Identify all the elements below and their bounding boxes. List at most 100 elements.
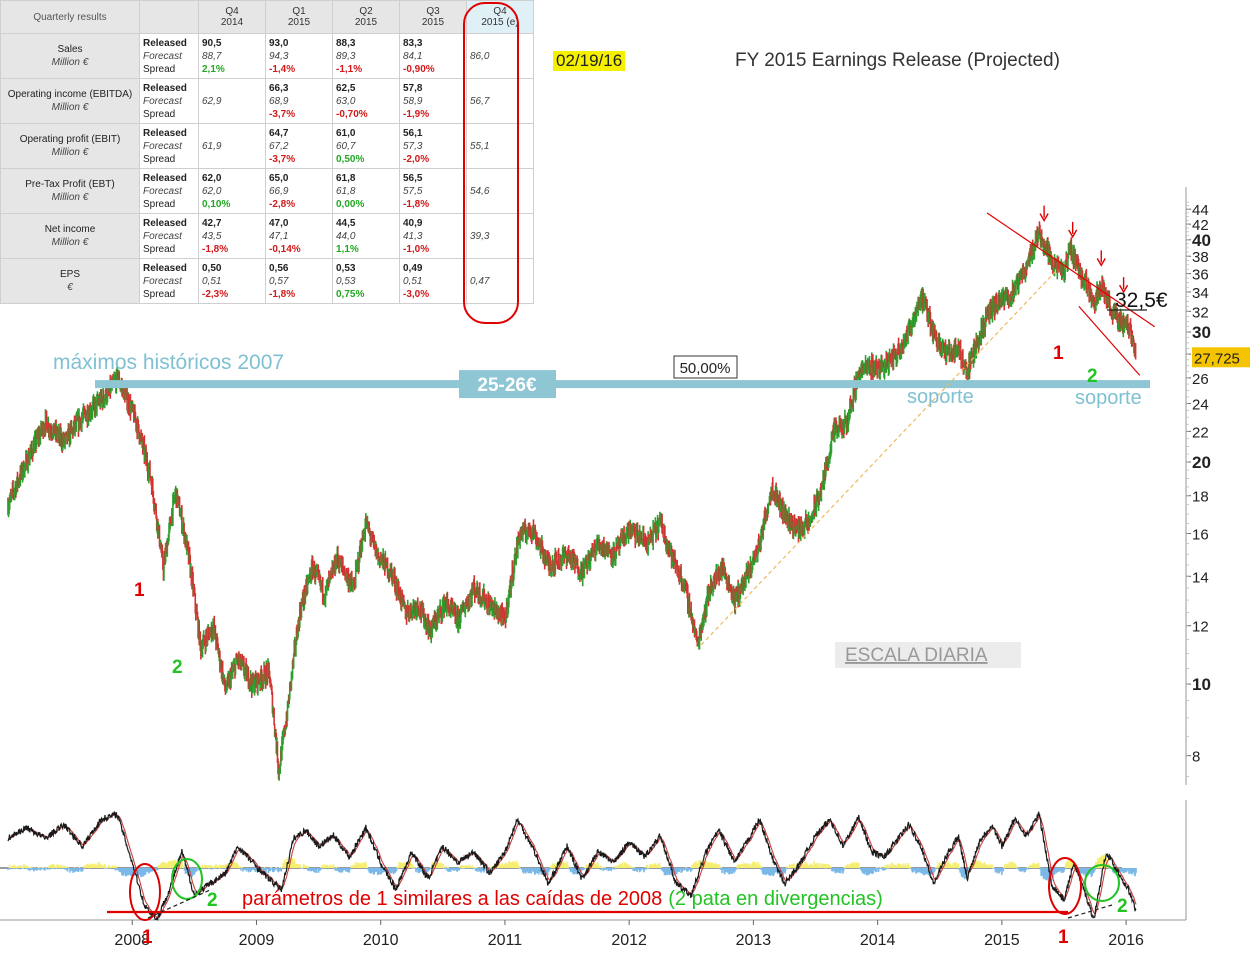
scale-label: ESCALA DIARIA	[845, 645, 988, 666]
spread-value: -1,8%	[403, 198, 430, 210]
y-tick-label: 18	[1192, 489, 1209, 506]
row-kind-label: Released	[143, 37, 187, 49]
price-tag	[1192, 347, 1250, 368]
zone-label-box	[459, 370, 556, 399]
value-cell: 57,8 58,9 -1,9%	[399, 78, 467, 124]
forecast-value: 61,9	[202, 140, 222, 152]
row-kind-label: Forecast	[143, 50, 182, 62]
forecast-value: 43,5	[202, 230, 222, 242]
mark-2: 2	[172, 657, 183, 678]
forecast-value: 0,51	[202, 275, 222, 287]
metric-cell: Operating income (EBITDA) Million €	[0, 78, 140, 124]
price-panel: 8101214161820222426283032343638404244	[7, 187, 1211, 785]
released-value: 44,5	[336, 217, 356, 229]
released-value	[202, 127, 262, 140]
row-kind-label: Spread	[143, 153, 176, 165]
spread-value: 1,1%	[336, 243, 359, 255]
row-kind-cell: Released Forecast Spread	[139, 168, 199, 214]
spread-value: -1,8%	[202, 243, 229, 255]
spread-value: -1,4%	[269, 63, 296, 75]
x-tick-label: 2016	[1108, 932, 1144, 949]
forecast-value: 57,5	[403, 185, 423, 197]
value-cell: 66,3 68,9 -3,7%	[265, 78, 333, 124]
y-tick-label: 32	[1192, 304, 1209, 321]
spread-value: -0,90%	[403, 63, 435, 75]
row-kind-label: Spread	[143, 288, 176, 300]
spread-value: -1,1%	[336, 63, 363, 75]
spread-value: 2,1%	[202, 63, 225, 75]
released-value: 88,3	[336, 37, 356, 49]
kind-header	[139, 0, 199, 34]
value-cell: 40,9 41,3 -1,0%	[399, 213, 467, 259]
metric-cell: Sales Million €	[0, 33, 140, 79]
down-arrow-head	[1096, 258, 1106, 267]
metric-name: Sales	[57, 44, 83, 55]
mark-1: 1	[142, 927, 153, 948]
value-cell: 61,0 60,7 0,50%	[332, 123, 400, 169]
spread-value: -1,0%	[403, 243, 430, 255]
x-tick-label: 2011	[488, 932, 523, 949]
metric-cell: Pre-Tax Profit (EBT) Million €	[0, 168, 140, 214]
mark-2: 2	[207, 890, 218, 911]
quarter-header: Q3 2015	[399, 0, 467, 34]
mark-1: 1	[134, 580, 145, 601]
osc-divergence-line	[147, 889, 211, 919]
forecast-value: 67,2	[269, 140, 289, 152]
spread-value	[202, 108, 262, 121]
osc-note-green: (2 pata en divergencias)	[668, 888, 883, 910]
value-cell: 62,9	[198, 78, 266, 124]
row-kind-cell: Released Forecast Spread	[139, 123, 199, 169]
table-row: Net income Million € Released Forecast Sprea…	[0, 213, 534, 259]
spread-value: -1,8%	[269, 288, 296, 300]
date-label: 02/19/16	[553, 51, 626, 71]
down-arrow-head	[1119, 284, 1129, 294]
released-value: 65,0	[269, 172, 289, 184]
forecast-value: 60,7	[336, 140, 356, 152]
released-value: 0,49	[403, 262, 423, 274]
fib-label: 50,00%	[680, 360, 731, 377]
osc-circle-green	[1084, 864, 1120, 902]
y-tick-label: 8	[1192, 749, 1200, 766]
forecast-value: 57,3	[403, 140, 423, 152]
released-value: 61,0	[336, 127, 356, 139]
value-cell: 44,5 44,0 1,1%	[332, 213, 400, 259]
value-cell: 90,5 88,7 2,1%	[198, 33, 266, 79]
row-kind-label: Released	[143, 127, 187, 139]
released-value: 93,0	[269, 37, 289, 49]
trend-line	[700, 268, 1059, 646]
released-value: 66,3	[269, 82, 289, 94]
mark-2: 2	[1117, 896, 1128, 917]
target-label: 32,5€	[1115, 289, 1168, 312]
spread-value: 0,00%	[336, 198, 365, 210]
osc-circle-green	[171, 858, 203, 900]
row-kind-label: Released	[143, 217, 187, 229]
metric-name: Operating profit (EBIT)	[19, 134, 121, 145]
forecast-value: 61,8	[336, 185, 356, 197]
value-cell: 93,0 94,3 -1,4%	[265, 33, 333, 79]
y-tick-label: 26	[1192, 371, 1209, 388]
row-kind-cell: Released Forecast Spread	[139, 78, 199, 124]
spread-value: -0,70%	[336, 108, 368, 120]
value-cell: 62,0 62,0 0,10%	[198, 168, 266, 214]
table-body: Sales Million € Released Forecast Spread 90,5…	[0, 33, 534, 304]
metric-unit: Million €	[51, 57, 89, 68]
row-kind-cell: Released Forecast Spread	[139, 33, 199, 79]
y-tick-label: 34	[1192, 285, 1209, 302]
annotation-layer: 25-26€ máximos históricos 2007 50,00% 32,5€…	[53, 205, 1250, 948]
x-tick-label: 2015	[984, 932, 1020, 949]
spread-value	[202, 153, 262, 166]
x-tick-label: 2010	[363, 932, 399, 949]
metric-cell: Operating profit (EBIT) Million €	[0, 123, 140, 169]
y-tick-label: 10	[1192, 675, 1211, 694]
spread-value: -2,3%	[202, 288, 229, 300]
released-value: 62,0	[202, 172, 222, 184]
table-row: Sales Million € Released Forecast Spread 90,5…	[0, 33, 534, 79]
spread-value: 0,10%	[202, 198, 231, 210]
row-kind-label: Forecast	[143, 95, 182, 107]
released-value: 0,53	[336, 262, 356, 274]
y-tick-label: 38	[1192, 249, 1209, 266]
metric-name: EPS	[59, 269, 80, 280]
metric-name: Operating income (EBITDA)	[7, 89, 133, 100]
metric-unit: Million €	[51, 147, 89, 158]
released-value: 83,3	[403, 37, 423, 49]
